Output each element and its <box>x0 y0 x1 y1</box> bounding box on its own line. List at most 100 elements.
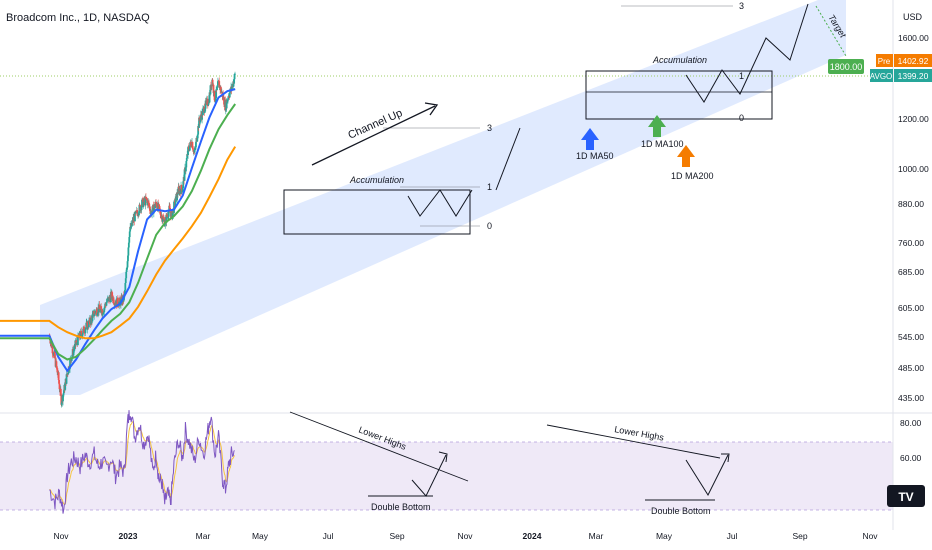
candle-body <box>103 306 106 309</box>
moving-averages-group <box>0 88 237 373</box>
candle-body <box>130 223 132 229</box>
candle-body <box>124 282 127 291</box>
rsi-band <box>0 442 893 510</box>
fib-label-0-a: 0 <box>487 221 492 231</box>
projection-path-3 <box>685 3 809 103</box>
price-axis-tick: 1000.00 <box>898 164 929 174</box>
candle-body <box>234 73 236 75</box>
candle-body <box>142 201 145 207</box>
candle-body <box>231 86 233 90</box>
accumulation-label-2: Accumulation <box>652 55 707 65</box>
candle-body <box>56 368 59 373</box>
candle-body <box>84 329 87 333</box>
candle-body <box>67 372 70 374</box>
candle-body <box>202 108 204 116</box>
candle-body <box>50 341 53 348</box>
rsi-group <box>49 410 235 514</box>
candle-body <box>96 314 99 316</box>
price-axis-tick: 685.00 <box>898 267 924 277</box>
double-bottom-label-2: Double Bottom <box>651 506 711 516</box>
candle-body <box>163 224 166 227</box>
candle-body <box>125 269 128 272</box>
candle-body <box>165 214 168 223</box>
time-axis-tick: Mar <box>196 531 211 541</box>
symbol-title: Broadcom Inc., 1D, NASDAQ <box>6 12 150 24</box>
candle-body <box>99 309 102 312</box>
time-axis-tick: Nov <box>457 531 473 541</box>
candle-body <box>194 148 196 151</box>
time-axis-tick: Nov <box>53 531 69 541</box>
candle-body <box>136 213 139 216</box>
candle-body <box>201 110 204 120</box>
price-axis-tick: 760.00 <box>898 238 924 248</box>
candle-body <box>204 108 207 112</box>
candle-body <box>138 213 140 216</box>
svg-text:TV: TV <box>898 490 913 504</box>
candle-body <box>58 383 61 390</box>
pre-badge-label: Pre <box>878 57 891 66</box>
lower-highs-label-2: Lower Highs <box>614 424 665 443</box>
candle-body <box>132 217 135 223</box>
tradingview-logo: TV <box>887 485 925 507</box>
candle-body <box>102 311 105 313</box>
fib-label-3-a: 3 <box>487 123 492 133</box>
candle-body <box>183 169 186 181</box>
candle-body <box>65 374 68 384</box>
price-axis-tick: 880.00 <box>898 199 924 209</box>
candle-body <box>102 312 105 315</box>
candle-body <box>128 237 131 243</box>
candle-body <box>181 187 184 191</box>
pre-badge-tag <box>876 54 893 67</box>
candle-body <box>57 372 60 381</box>
ma100-label: 1D MA100 <box>641 139 684 149</box>
candle-body <box>84 327 87 330</box>
projection-path-1 <box>407 189 473 217</box>
candle-body <box>187 147 189 156</box>
candle-body <box>217 81 219 86</box>
candle-body <box>188 146 191 151</box>
candle-body <box>206 98 209 106</box>
candle-body <box>62 395 64 402</box>
candle-body <box>155 201 157 204</box>
rsi-projection-2 <box>685 454 729 497</box>
candle-body <box>72 350 75 356</box>
candle-body <box>124 278 127 283</box>
candle-body <box>148 205 151 207</box>
candle-body <box>196 134 199 139</box>
candle-body <box>59 388 62 395</box>
candle-body <box>144 197 147 206</box>
ticker-badge-label: AVGO <box>870 72 893 81</box>
candle-body <box>131 222 133 226</box>
candle-body <box>185 157 188 162</box>
candle-body <box>180 185 183 190</box>
time-axis-tick: Jul <box>323 531 334 541</box>
candle-body <box>100 306 103 310</box>
pre-badge-value: 1402.92 <box>898 56 929 66</box>
ma100-line <box>0 103 237 361</box>
candle-body <box>116 297 119 305</box>
candle-body <box>227 99 229 101</box>
candle-body <box>84 332 86 334</box>
fib-label-0-b: 0 <box>739 113 744 123</box>
channel-up-band <box>40 0 846 395</box>
candle-body <box>215 89 218 99</box>
rsi-arrowhead-1 <box>438 451 448 463</box>
candle-body <box>211 79 214 86</box>
rsi-axis-tick: 60.00 <box>900 453 922 463</box>
lower-highs-line-2 <box>546 424 721 459</box>
fib-label-1-b: 1 <box>739 71 744 81</box>
candle-body <box>161 220 164 222</box>
ma200-line <box>0 146 237 340</box>
candle-body <box>98 304 101 310</box>
candle-body <box>138 204 141 206</box>
candles-group <box>48 71 236 408</box>
candle-body <box>228 97 231 98</box>
candle-body <box>140 205 143 211</box>
candle-body <box>174 202 177 206</box>
candle-body <box>91 314 94 322</box>
candle-body <box>220 87 222 93</box>
candle-body <box>217 80 220 82</box>
ma200-label: 1D MA200 <box>671 171 714 181</box>
candle-body <box>126 267 128 270</box>
